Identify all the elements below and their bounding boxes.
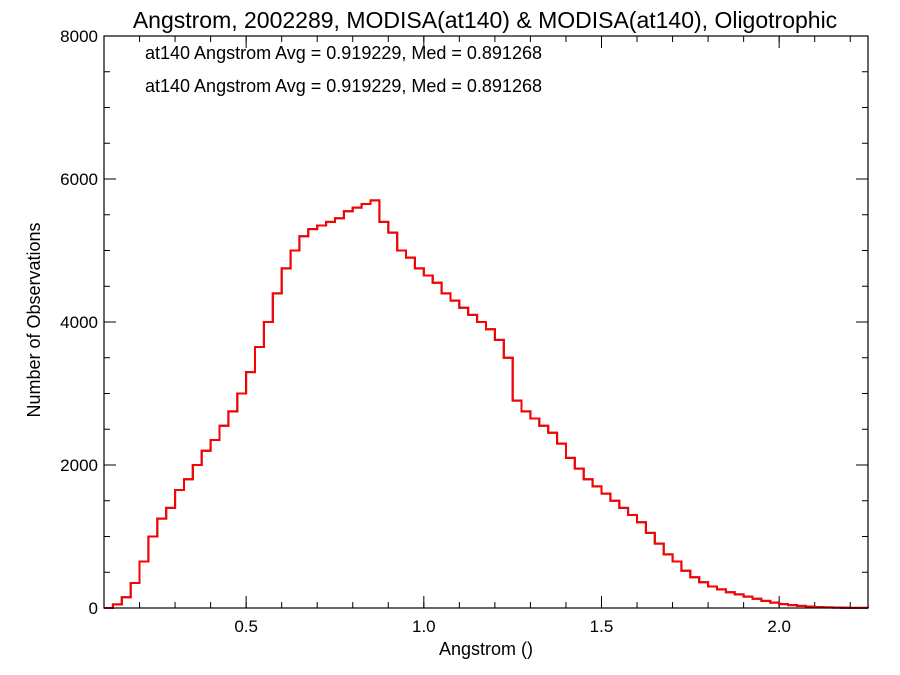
chart-title: Angstrom, 2002289, MODISA(at140) & MODIS… [133, 7, 837, 33]
x-tick-label: 1.5 [590, 617, 614, 636]
y-tick-label: 2000 [60, 456, 98, 475]
histogram-series-1 [104, 199, 869, 609]
plot-frame [103, 35, 869, 609]
avg-med-annotation-black: at140 Angstrom Avg = 0.919229, Med = 0.8… [145, 43, 542, 63]
y-tick-label: 6000 [60, 170, 98, 189]
y-tick-label: 4000 [60, 313, 98, 332]
y-tick-label: 8000 [60, 27, 98, 46]
x-axis-label: Angstrom () [439, 639, 533, 659]
y-tick-label: 0 [89, 599, 98, 618]
avg-med-annotation-red: at140 Angstrom Avg = 0.919229, Med = 0.8… [145, 76, 542, 96]
x-tick-label: 1.0 [412, 617, 436, 636]
y-axis-label: Number of Observations [24, 222, 44, 417]
axis-ticks: 0.5 1.0 1.5 2.0 0 2000 4000 6000 8000 [60, 27, 868, 636]
x-tick-label: 2.0 [767, 617, 791, 636]
x-tick-label: 0.5 [234, 617, 258, 636]
plot-series [104, 199, 869, 609]
